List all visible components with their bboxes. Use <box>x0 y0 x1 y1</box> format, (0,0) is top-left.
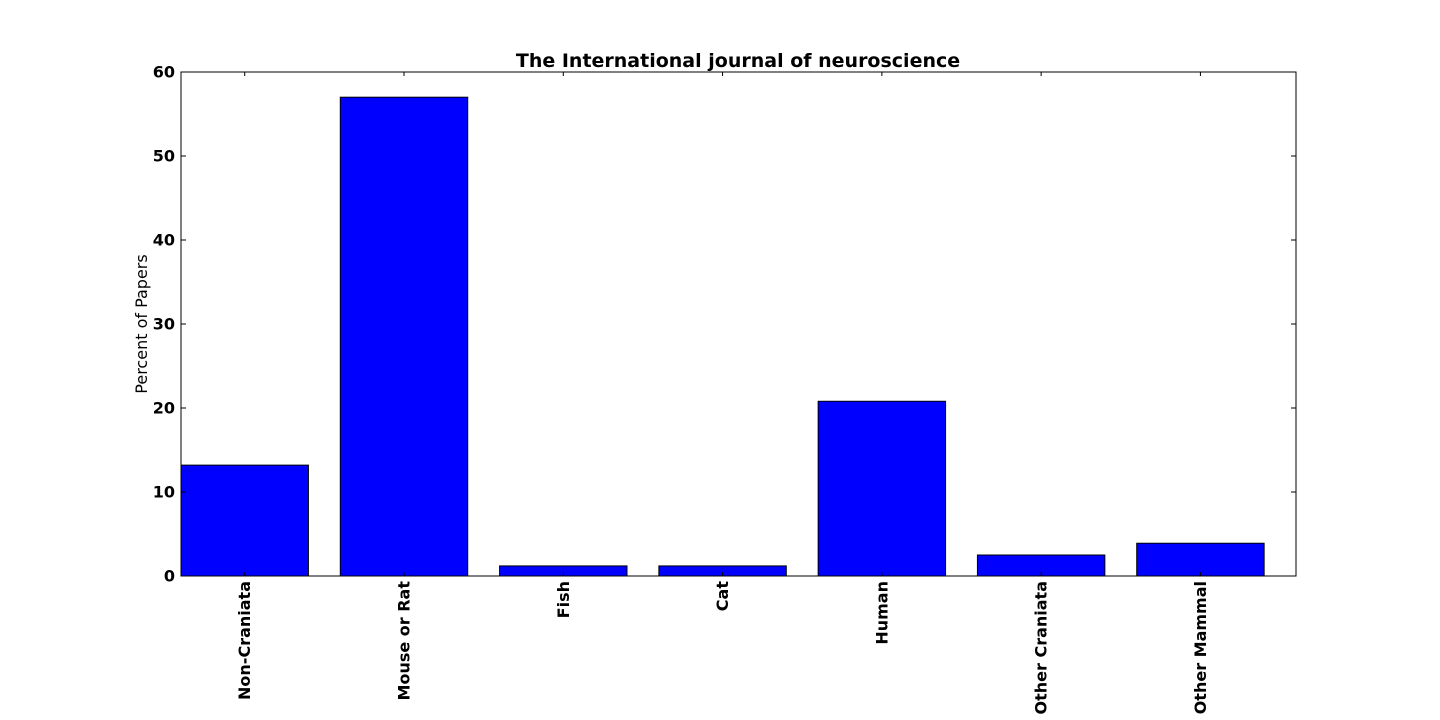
y-tick-label: 30 <box>153 315 175 334</box>
bar-human <box>817 400 947 577</box>
bar-mouse-or-rat <box>339 96 469 577</box>
chart-title: The International journal of neuroscienc… <box>516 50 960 72</box>
bars-group <box>180 96 1265 577</box>
y-tick-label: 50 <box>153 147 175 166</box>
x-tick-label: Other Mammal <box>1191 581 1210 714</box>
bar-non-craniata <box>180 464 309 577</box>
x-tick-label: Mouse or Rat <box>395 581 414 701</box>
y-tick-label: 40 <box>153 231 175 250</box>
y-tick-label: 10 <box>153 483 175 502</box>
y-tick-label: 20 <box>153 399 175 418</box>
x-tick-label: Other Craniata <box>1032 581 1051 715</box>
plot-frame <box>180 71 1297 577</box>
x-tick-label: Cat <box>713 581 732 612</box>
y-tick-label: 0 <box>164 567 175 586</box>
y-axis-label: Percent of Papers <box>132 254 151 393</box>
x-tick-label: Non-Craniata <box>235 581 254 700</box>
y-tick-label: 60 <box>153 63 175 82</box>
x-tick-label: Human <box>872 581 891 645</box>
bar-other-mammal <box>1136 542 1265 577</box>
ticks-group: Non-Craniata Mouse or Rat Fish Cat Human Othe… <box>153 63 1296 715</box>
x-tick-label: Fish <box>554 581 573 618</box>
